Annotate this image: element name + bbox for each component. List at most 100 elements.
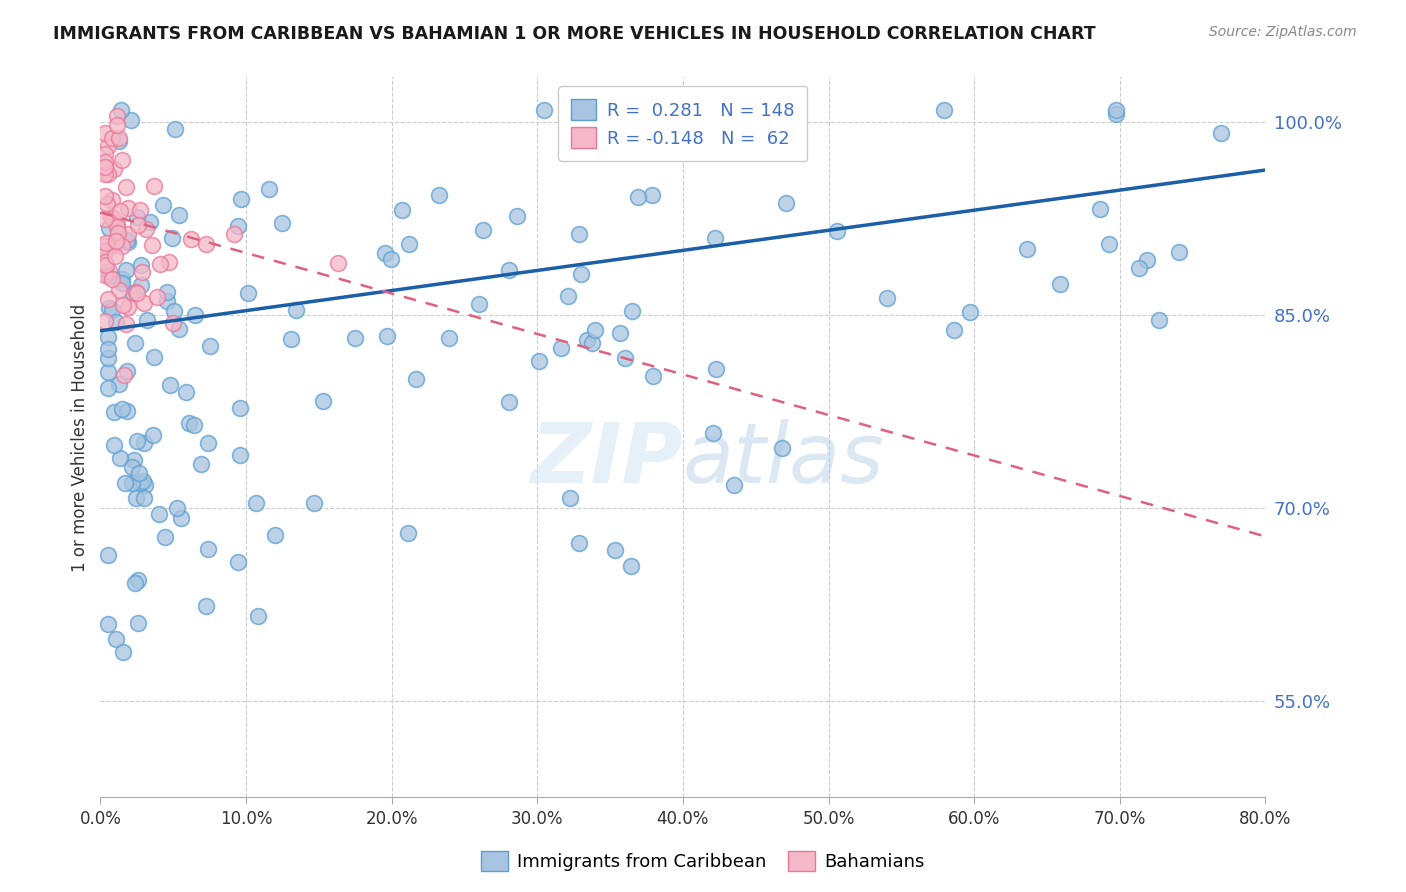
- Y-axis label: 1 or more Vehicles in Household: 1 or more Vehicles in Household: [72, 303, 89, 572]
- Point: [770, 441, 793, 455]
- Point: [114, 263, 136, 277]
- Point: [569, 267, 592, 281]
- Point: [117, 233, 139, 247]
- Text: IMMIGRANTS FROM CARIBBEAN VS BAHAMIAN 1 OR MORE VEHICLES IN HOUSEHOLD CORRELATIO: IMMIGRANTS FROM CARIBBEAN VS BAHAMIAN 1 …: [53, 25, 1097, 43]
- Point: [115, 180, 138, 194]
- Point: [740, 130, 762, 145]
- Point: [391, 203, 413, 218]
- Point: [127, 219, 149, 233]
- Point: [229, 401, 252, 415]
- Point: [165, 122, 187, 136]
- Point: [163, 304, 186, 318]
- Point: [1128, 261, 1150, 276]
- Point: [197, 541, 219, 556]
- Point: [155, 294, 177, 309]
- Point: [121, 459, 143, 474]
- Point: [377, 329, 399, 343]
- Point: [110, 103, 132, 117]
- Point: [127, 434, 149, 449]
- Point: [167, 322, 190, 336]
- Point: [167, 208, 190, 222]
- Point: [429, 188, 451, 202]
- Point: [127, 573, 149, 587]
- Point: [112, 645, 135, 659]
- Point: [641, 188, 664, 202]
- Point: [111, 277, 134, 291]
- Point: [105, 218, 128, 232]
- Point: [702, 425, 724, 440]
- Point: [117, 404, 139, 418]
- Point: [557, 289, 579, 303]
- Point: [124, 576, 146, 591]
- Point: [704, 115, 727, 129]
- Point: [134, 478, 156, 492]
- Point: [437, 331, 460, 345]
- Point: [100, 271, 122, 285]
- Point: [468, 296, 491, 310]
- Point: [533, 103, 555, 117]
- Point: [117, 235, 139, 249]
- Point: [111, 401, 134, 416]
- Point: [93, 254, 115, 268]
- Point: [104, 249, 127, 263]
- Point: [129, 277, 152, 292]
- Point: [97, 167, 120, 181]
- Point: [550, 341, 572, 355]
- Point: [190, 457, 212, 471]
- Point: [93, 155, 115, 169]
- Point: [121, 285, 143, 300]
- Point: [576, 333, 599, 347]
- Point: [93, 188, 115, 202]
- Point: [93, 268, 115, 282]
- Point: [200, 339, 222, 353]
- Point: [152, 197, 174, 211]
- Point: [527, 353, 550, 368]
- Point: [97, 264, 120, 278]
- Point: [149, 257, 172, 271]
- Point: [284, 303, 307, 318]
- Point: [132, 491, 155, 506]
- Point: [238, 285, 260, 300]
- Point: [405, 372, 427, 386]
- Point: [93, 314, 115, 328]
- Point: [156, 285, 179, 299]
- Point: [141, 237, 163, 252]
- Point: [581, 336, 603, 351]
- Point: [125, 491, 148, 505]
- Point: [876, 291, 898, 305]
- Point: [195, 237, 218, 252]
- Point: [97, 343, 120, 357]
- Point: [775, 196, 797, 211]
- Point: [1098, 237, 1121, 252]
- Point: [121, 476, 143, 491]
- Legend: R =  0.281   N = 148, R = -0.148   N =  62: R = 0.281 N = 148, R = -0.148 N = 62: [558, 87, 807, 161]
- Point: [170, 511, 193, 525]
- Legend: Immigrants from Caribbean, Bahamians: Immigrants from Caribbean, Bahamians: [474, 844, 932, 879]
- Point: [498, 394, 520, 409]
- Point: [614, 351, 637, 365]
- Point: [132, 295, 155, 310]
- Point: [627, 190, 650, 204]
- Point: [105, 109, 128, 123]
- Point: [97, 330, 120, 344]
- Point: [97, 221, 120, 235]
- Point: [127, 286, 149, 301]
- Point: [129, 258, 152, 272]
- Point: [943, 323, 966, 337]
- Point: [162, 316, 184, 330]
- Point: [97, 301, 120, 315]
- Point: [103, 438, 125, 452]
- Point: [1088, 202, 1111, 217]
- Point: [94, 259, 117, 273]
- Point: [93, 167, 115, 181]
- Point: [108, 450, 131, 465]
- Point: [97, 351, 120, 365]
- Point: [93, 160, 115, 174]
- Point: [105, 219, 128, 234]
- Point: [93, 238, 115, 252]
- Point: [97, 548, 120, 562]
- Point: [143, 178, 166, 193]
- Point: [103, 211, 125, 225]
- Point: [609, 326, 631, 340]
- Point: [1049, 277, 1071, 292]
